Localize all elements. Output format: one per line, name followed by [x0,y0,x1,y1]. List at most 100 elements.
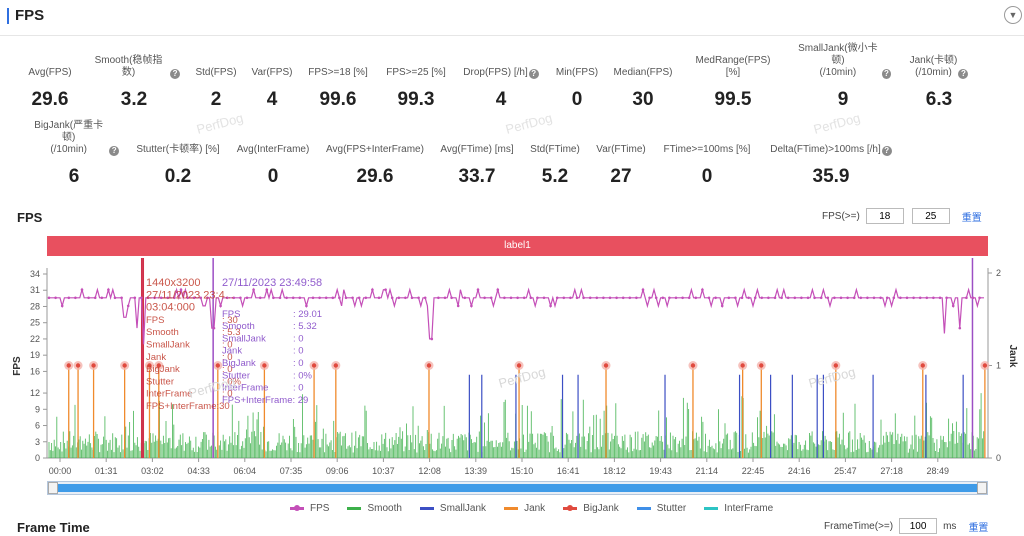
metric-value: 27 [610,166,632,187]
fps-point [245,296,249,300]
tooltip-left-line: SmallJank [146,340,190,351]
fps-point [133,296,137,300]
fps-point [417,296,420,300]
page-title: FPS [15,7,45,24]
tooltip-right-value: : 0% [293,370,313,381]
bigjank-point [920,363,925,368]
legend-item-smooth[interactable]: Smooth [347,503,402,514]
x-tick-label: 03:02 [141,466,164,476]
fps-point [687,296,691,300]
fps-point [575,296,579,300]
help-icon[interactable]: ? [528,69,539,79]
frame-time-reset-button[interactable]: 重置 [968,522,989,534]
fps-point [595,296,599,300]
metric-label: Median(FPS) [610,55,676,79]
legend-item-bigjank[interactable]: BigJank [563,503,619,514]
help-icon[interactable]: ? [958,69,969,79]
timeline-slider[interactable] [47,481,988,495]
help-icon[interactable]: ? [881,69,891,79]
metric-label: SmallJank(微小卡顿) (/10min)? [795,43,891,79]
fps-threshold-input-2[interactable] [911,208,950,224]
tooltip-left-value: : 0 [222,389,233,400]
metric-label: Smooth(稳帧指数)? [88,55,180,79]
fps-point [714,296,717,300]
x-tick-label: 15:10 [511,466,534,476]
fps-point [93,296,97,300]
tooltip-left-line: 03:04:000 [146,302,195,314]
fps-point [404,296,407,300]
fps-reset-button[interactable]: 重置 [961,212,982,224]
metric-value: 2 [210,89,222,110]
fps-point [476,288,480,291]
header-accent-bar [7,8,9,24]
fps-point [839,296,843,300]
fps-point [641,288,645,291]
fps-point [272,296,275,300]
label-band[interactable]: label1 [47,236,988,256]
metric-value: 30 [632,89,654,110]
fps-point [311,296,315,300]
x-tick-label: 13:39 [465,466,488,476]
metric-label: Avg(FPS) [10,55,90,79]
frame-time-threshold-input[interactable] [899,518,938,534]
legend-item-smalljank[interactable]: SmallJank [419,503,486,514]
fps-point [179,288,183,291]
bigjank-point [91,363,96,368]
help-icon[interactable]: ? [881,146,892,156]
legend-item-fps[interactable]: FPS [290,503,329,514]
fps-point [661,296,665,300]
fps-point [60,304,64,308]
y2-tick-label: 2 [996,268,1001,278]
fps-threshold-input-1[interactable] [865,208,904,224]
x-tick-label: 24:16 [788,466,811,476]
slider-range[interactable] [58,484,977,492]
fps-point [793,296,797,300]
bigjank-point [147,363,152,368]
tooltip-left-line: InterFrame [146,389,192,400]
fps-point [47,296,51,300]
legend-item-stutter[interactable]: Stutter [636,503,686,514]
metric-value: 0 [571,89,583,110]
fps-point [892,296,896,300]
fps-point [780,296,783,300]
metric-label: Std(FPS) [186,55,246,79]
x-tick-label: 19:43 [649,466,672,476]
metric-13: Stutter(卡顿率) [%] 0.2 [130,132,226,188]
help-icon[interactable]: ? [170,69,180,79]
x-tick-label: 01:31 [95,466,118,476]
slider-handle-right[interactable] [977,482,987,494]
fps-point [291,296,295,300]
tooltip-left-line: BigJank [146,364,180,375]
fps-point [212,326,216,330]
fps-point [786,296,790,300]
fps-point [562,296,566,300]
bigjank-point [333,363,339,368]
fps-point [54,296,57,300]
chevron-down-icon[interactable]: ▼ [1004,6,1022,24]
fps-point [951,304,955,308]
fps-point [397,296,401,300]
legend-item-jank[interactable]: Jank [504,503,545,514]
tooltip-right-value: : 0 [293,333,304,344]
x-tick-label: 06:04 [234,466,257,476]
tooltip-right-line: FPS [222,309,240,320]
metric-2: Std(FPS) 2 [186,55,246,111]
fps-point [806,296,810,300]
metric-value: 33.7 [458,166,496,187]
metric-label-text: MedRange(FPS)[%] [695,55,771,78]
slider-handle-left[interactable] [48,482,58,494]
fps-point [707,296,711,300]
metric-label: Jank(卡顿) (/10min)? [906,55,972,79]
frame-time-title: Frame Time [17,520,90,535]
metric-label: Avg(FPS+InterFrame) [323,132,427,156]
y-tick-label: 31 [30,285,40,295]
tooltip-left-line: FPS+InterFrame:30 [146,401,230,412]
help-icon[interactable]: ? [109,146,119,156]
legend-item-interframe[interactable]: InterFrame [704,503,773,514]
fps-point [582,296,585,300]
legend-swatch [347,506,362,510]
legend-label: InterFrame [724,502,774,514]
y-tick-label: 0 [35,453,40,463]
legend-swatch [636,506,651,510]
